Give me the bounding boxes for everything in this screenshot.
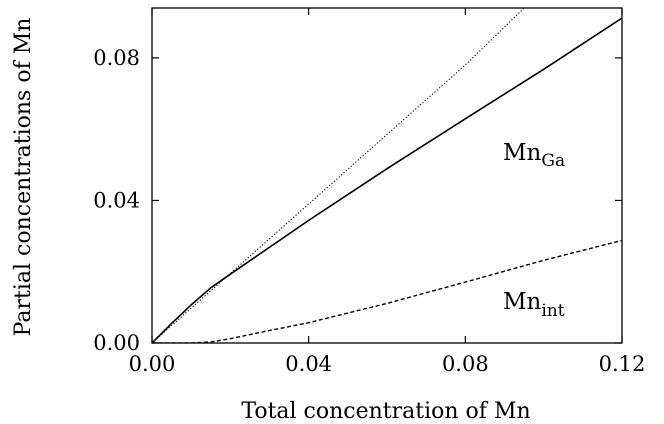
x-axis-title: Total concentration of Mn xyxy=(241,399,530,424)
series-label-mnint: Mnint xyxy=(503,289,565,321)
y-tick-label: 0.08 xyxy=(93,46,140,70)
y-tick-label: 0.00 xyxy=(93,331,140,355)
axes: 0.00 0.04 0.08 0.12 0.00 0.04 0.08 xyxy=(93,7,646,376)
series-line-mnga xyxy=(152,17,622,343)
y-tick-label: 0.04 xyxy=(93,188,140,212)
plot-area xyxy=(152,8,622,343)
series-label-mnga: MnGa xyxy=(503,140,565,171)
x-tick-label: 0.08 xyxy=(442,352,489,376)
x-tick-label: 0.12 xyxy=(599,352,646,376)
x-tick-label: 0.04 xyxy=(285,352,332,376)
x-tick-label: 0.00 xyxy=(129,352,176,376)
series-label-mnint-sub: int xyxy=(541,301,564,321)
plot-frame xyxy=(151,7,623,344)
y-axis-title: Partial concentrations of Mn xyxy=(11,18,36,337)
plot-background xyxy=(152,8,622,343)
series-label-mnga-main: Mn xyxy=(503,140,542,166)
series-label-mnga-sub: Ga xyxy=(541,151,565,171)
series-line-reference xyxy=(152,8,525,343)
series-label-mnint-main: Mn xyxy=(503,289,542,315)
